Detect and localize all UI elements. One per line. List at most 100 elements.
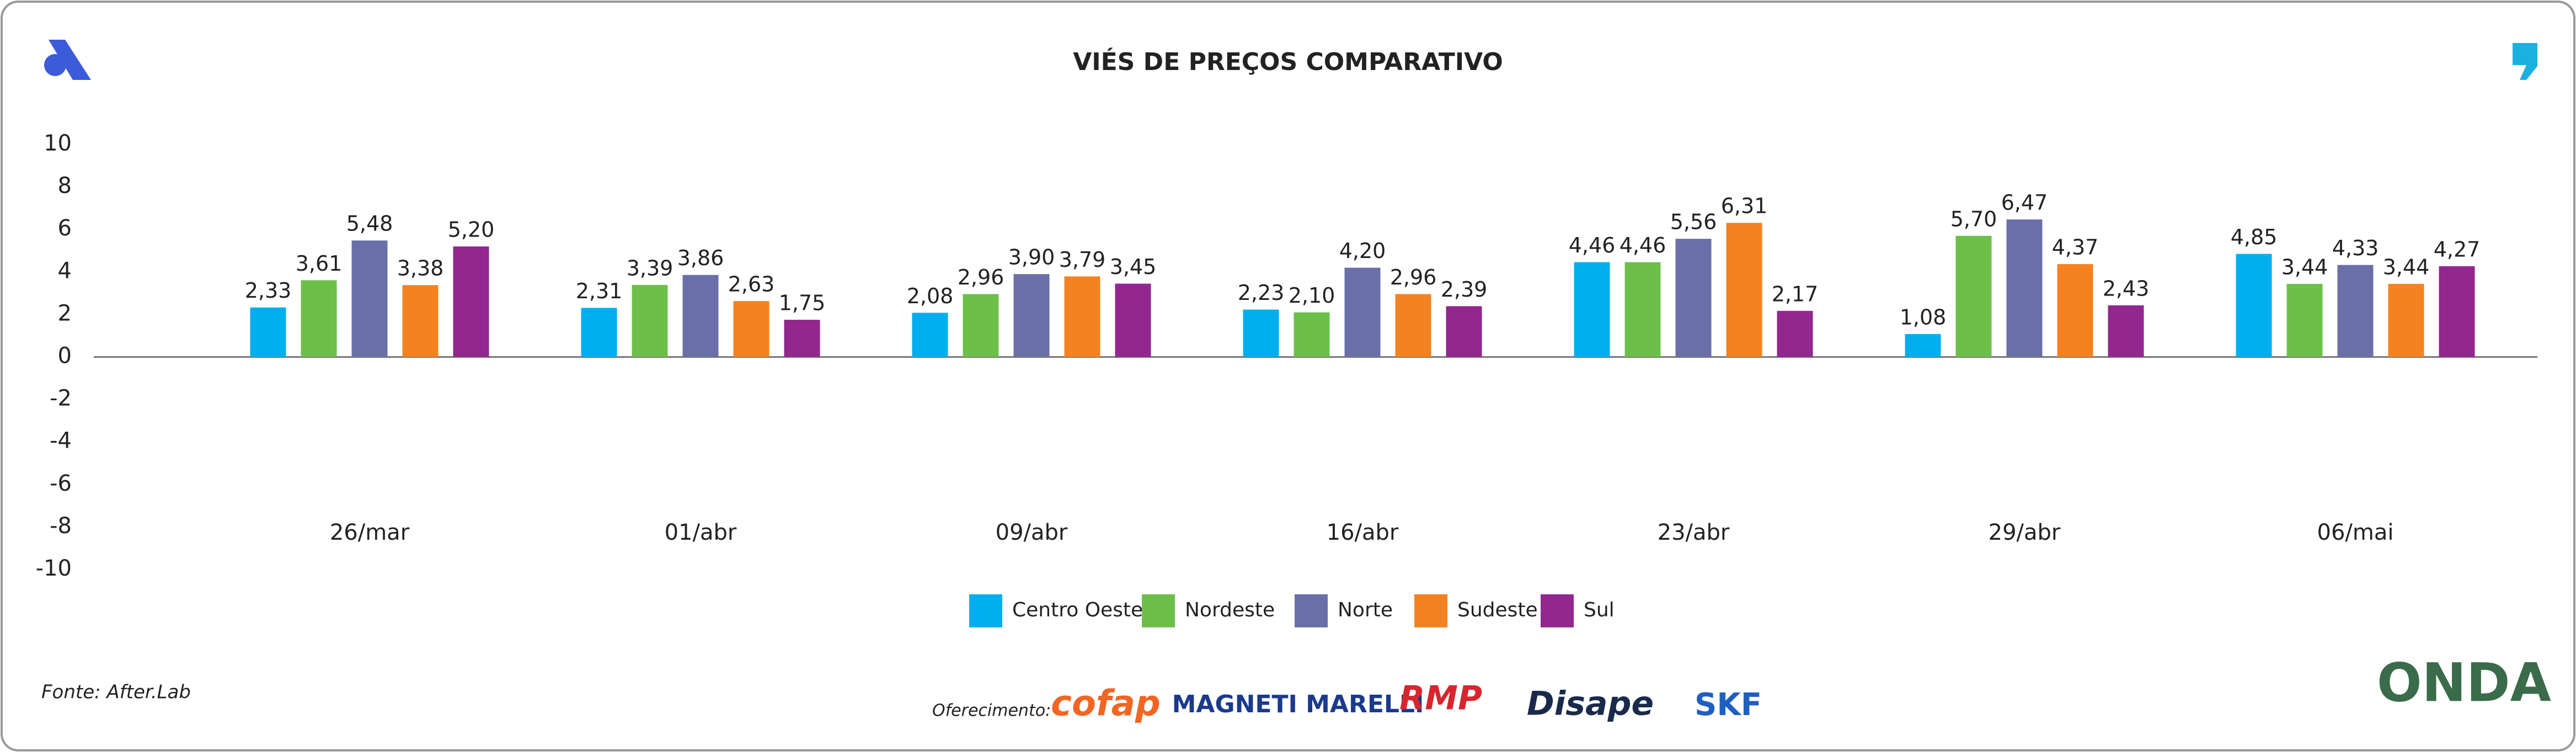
legend-label: Nordeste (1185, 599, 1275, 621)
legend-swatch (969, 594, 1002, 627)
value-label: 3,45 (1110, 255, 1157, 279)
legend-swatch (1541, 594, 1574, 627)
sponsor-logo: SKF (1695, 687, 1762, 723)
sponsor-logo: cofap (1051, 684, 1161, 724)
bar (1905, 334, 1941, 357)
bar (1777, 310, 1813, 357)
logo-right (2513, 43, 2537, 80)
bar (2006, 219, 2043, 357)
bar (1115, 283, 1151, 357)
value-label: 5,56 (1670, 210, 1717, 234)
y-tick-label: 6 (58, 216, 72, 241)
value-label: 5,48 (346, 212, 393, 236)
sponsor-label: Oferecimento: (932, 701, 1051, 721)
legend-label: Norte (1338, 599, 1393, 621)
bar (1294, 312, 1330, 357)
value-label: 3,61 (296, 251, 343, 276)
bar (301, 280, 337, 357)
value-label: 2,39 (1441, 277, 1488, 302)
bar (2286, 283, 2323, 357)
value-label: 2,31 (576, 279, 623, 303)
bar (1064, 276, 1100, 357)
bar (1395, 294, 1431, 357)
x-tick-label: 26/mar (330, 520, 410, 545)
value-label: 4,46 (1569, 233, 1616, 257)
value-label: 4,20 (1339, 239, 1386, 263)
bar (351, 240, 388, 357)
bar (784, 320, 820, 357)
bar (632, 284, 668, 357)
sponsor-logo: RMP (1399, 679, 1482, 718)
value-label: 2,10 (1289, 283, 1335, 308)
y-tick-label: -4 (50, 428, 72, 454)
y-tick-label: 4 (58, 258, 72, 283)
x-tick-label: 29/abr (1989, 520, 2061, 545)
y-tick-label: -8 (50, 513, 72, 539)
bar (733, 301, 769, 357)
value-label: 5,70 (1950, 207, 1997, 231)
bar (2439, 266, 2475, 357)
x-tick-label: 06/mai (2317, 520, 2394, 545)
bar (1446, 306, 1482, 357)
y-tick-label: 0 (58, 343, 72, 369)
value-label: 3,39 (627, 256, 674, 280)
bar (1624, 262, 1661, 357)
bar (963, 294, 999, 357)
legend-label: Sul (1584, 599, 1615, 621)
legend-swatch (1414, 594, 1447, 627)
value-label: 2,43 (2103, 276, 2150, 300)
value-label: 5,20 (448, 218, 495, 242)
value-label: 2,96 (958, 265, 1004, 289)
bar (912, 313, 948, 357)
bar (1675, 239, 1712, 357)
value-label: 2,17 (1772, 282, 1819, 306)
y-tick-label: 2 (58, 300, 72, 326)
value-label: 1,75 (779, 291, 826, 315)
value-label: 4,85 (2231, 225, 2278, 249)
value-label: 4,33 (2332, 236, 2379, 260)
legend-swatch (1295, 594, 1328, 627)
source: Fonte: After.Lab (41, 681, 191, 703)
value-label: 6,31 (1721, 194, 1768, 218)
y-tick-label: 8 (58, 173, 72, 198)
legend-swatch (1142, 594, 1175, 627)
value-label: 4,27 (2434, 237, 2481, 261)
y-tick-label: 10 (44, 131, 72, 156)
x-tick-label: 16/abr (1327, 520, 1399, 545)
value-label: 4,46 (1620, 233, 1666, 257)
bar (581, 308, 617, 357)
logo-left (44, 40, 91, 80)
brand-logo: ONDA (2377, 652, 2551, 713)
bar (2236, 254, 2272, 357)
value-label: 3,86 (677, 246, 724, 270)
bar (453, 246, 489, 357)
bar (1344, 267, 1381, 357)
bar (1726, 223, 1762, 357)
bar (682, 275, 719, 357)
value-label: 2,23 (1238, 281, 1285, 305)
chart-title: VIÉS DE PREÇOS COMPARATIVO (1073, 47, 1503, 76)
bar (2337, 265, 2374, 357)
y-tick-label: -6 (50, 471, 72, 496)
bar (250, 307, 286, 357)
x-tick-label: 23/abr (1658, 520, 1730, 545)
y-tick-label: -2 (50, 386, 72, 411)
bar (2057, 264, 2093, 357)
value-label: 3,44 (2281, 255, 2328, 279)
value-label: 2,08 (907, 284, 954, 308)
value-label: 3,38 (397, 256, 444, 281)
x-tick-label: 01/abr (665, 520, 737, 545)
value-label: 3,44 (2383, 255, 2430, 279)
value-label: 1,08 (1900, 305, 1947, 329)
bar (1013, 274, 1050, 357)
bar (1574, 262, 1610, 357)
legend-label: Centro Oeste (1012, 599, 1143, 621)
bar (402, 285, 439, 357)
bar (1955, 235, 1992, 357)
bar (1243, 309, 1279, 357)
legend-label: Sudeste (1457, 599, 1538, 621)
x-tick-label: 09/abr (996, 520, 1068, 545)
value-label: 3,79 (1059, 248, 1106, 272)
